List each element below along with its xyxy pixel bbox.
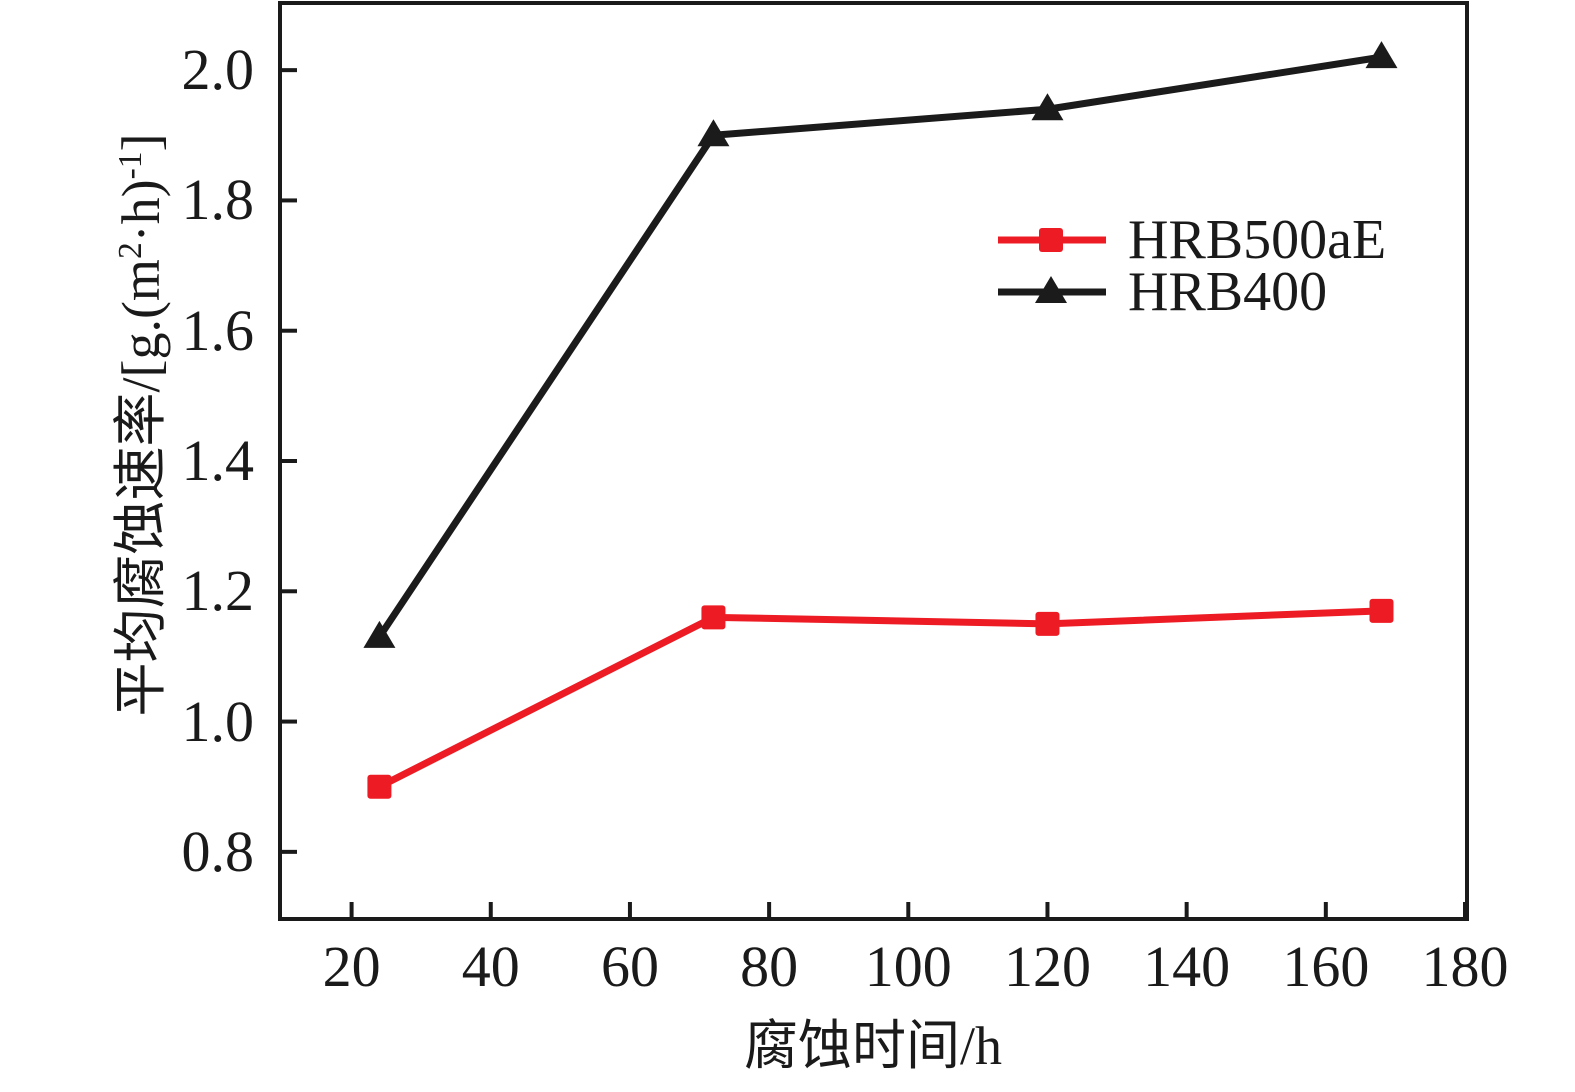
y-tick-label-1.2: 1.2 [181,558,255,624]
data-point-HRB400-120h [1031,93,1064,121]
y-tick-label-1.0: 1.0 [181,688,255,754]
x-tick-label-40: 40 [461,934,520,999]
x-tick-label-100: 100 [864,934,952,999]
y-axis-title-superscript-minus1: -1 [111,151,149,180]
legend-item-hrb500ae: HRB500aE [998,209,1387,271]
data-point-HRB500aE-72h [701,605,726,630]
legend-marker-HRB500aE [1039,228,1063,252]
y-axis-title: 平均腐蚀速率/[g.(m2·h)-1] [99,133,173,716]
x-tick-label-20: 20 [322,934,381,999]
plot-canvas [282,41,1465,917]
x-tick-label-80: 80 [740,934,799,999]
x-tick-label-140: 140 [1143,934,1231,999]
series-line-HRB500aE [377,607,1382,790]
data-point-HRB500aE-24h [367,774,392,799]
x-axis-title: 腐蚀时间/h [743,1016,1003,1076]
y-axis-title-text: 平均腐蚀速率/[g.(m [111,259,172,717]
y-tick-label-2.0: 2.0 [181,37,255,103]
y-tick-label-1.4: 1.4 [181,428,255,493]
y-axis-title-bracket: ] [111,133,172,152]
legend: HRB500aE HRB400 [998,209,1387,323]
x-tick-label-160: 160 [1282,934,1370,999]
data-point-HRB400-72h [697,119,730,147]
legend-square-marker-icon [998,228,1106,252]
legend-marker-HRB400 [1035,276,1067,303]
legend-item-hrb400: HRB400 [998,261,1386,323]
y-tick-label-0.8: 0.8 [181,818,255,884]
data-point-HRB400-168h [1365,41,1398,69]
x-tick-label-120: 120 [1003,934,1091,999]
data-point-HRB400-24h [363,620,396,648]
legend-label-hrb400: HRB400 [1128,261,1328,323]
legend-label-hrb500ae: HRB500aE [1128,209,1387,271]
y-tick-label-1.8: 1.8 [181,167,255,233]
series-line-HRB400 [376,53,1383,639]
legend-triangle-marker-icon [998,276,1106,303]
data-point-HRB500aE-120h [1035,611,1060,636]
y-axis-title-unit: ·h) [111,179,172,243]
x-tick-label-60: 60 [600,934,659,999]
data-point-HRB500aE-168h [1369,598,1394,623]
y-tick-label-1.6: 1.6 [181,297,255,363]
x-tick-label-180: 180 [1421,934,1509,999]
y-axis-title-superscript-2: 2 [111,242,149,260]
plot-area: HRB500aE HRB400 [278,1,1469,921]
